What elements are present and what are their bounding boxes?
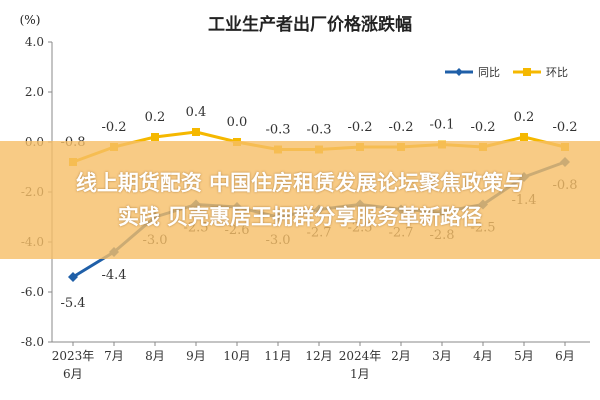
y-tick-label: -8.0 — [21, 335, 44, 349]
x-tick-label: 1月 — [350, 367, 370, 381]
x-tick-label: 11月 — [264, 349, 291, 363]
data-label: -4.4 — [101, 268, 126, 283]
legend-swatch-marker — [455, 68, 463, 76]
data-label: -0.3 — [306, 123, 331, 138]
legend-label: 同比 — [478, 66, 500, 79]
data-label: -0.3 — [265, 123, 290, 138]
data-label: 0.2 — [514, 110, 535, 125]
data-label: 0.2 — [145, 110, 166, 125]
overlay-text: 线上期货配资 中国住房租赁发展论坛聚焦政策与 实践 贝壳惠居王拥群分享服务革新路… — [10, 166, 590, 234]
data-label: -0.2 — [347, 120, 372, 135]
data-label: -0.2 — [101, 120, 126, 135]
overlay-banner: 线上期货配资 中国住房租赁发展论坛聚焦政策与 实践 贝壳惠居王拥群分享服务革新路… — [0, 141, 600, 259]
y-tick-label: 4.0 — [25, 35, 44, 49]
data-point — [192, 128, 200, 136]
x-tick-label: 2024年 — [339, 349, 382, 363]
x-tick-label: 6月 — [63, 367, 83, 381]
x-tick-label: 6月 — [555, 349, 575, 363]
y-tick-label: 2.0 — [25, 85, 44, 99]
data-label: -0.1 — [429, 118, 454, 133]
legend-label: 环比 — [546, 66, 568, 79]
x-ticks: 2023年 6月 7月 8月 9月 10月 11月 12月 2024年 1月 2月 3月 4月 5月 6月 — [52, 342, 575, 381]
x-tick-label: 2月 — [391, 349, 411, 363]
overlay-line-1: 线上期货配资 中国住房租赁发展论坛聚焦政策与 — [75, 171, 525, 195]
x-tick-label: 5月 — [514, 349, 534, 363]
chart-title: 工业生产者出厂价格涨跌幅 — [208, 14, 412, 35]
x-tick-label: 7月 — [104, 349, 124, 363]
x-tick-label: 8月 — [145, 349, 165, 363]
x-tick-label: 4月 — [473, 349, 493, 363]
data-label: -0.2 — [470, 120, 495, 135]
data-point — [68, 272, 78, 282]
x-tick-label: 10月 — [223, 349, 250, 363]
data-label: -5.4 — [60, 296, 85, 311]
data-point — [151, 133, 159, 141]
x-tick-label: 2023年 — [52, 349, 95, 363]
overlay-line-2: 实践 贝壳惠居王拥群分享服务革新路径 — [117, 205, 483, 229]
legend: 同比 环比 — [445, 66, 568, 79]
x-tick-label: 9月 — [186, 349, 206, 363]
data-label: 0.4 — [186, 105, 207, 120]
y-unit-label: (%) — [20, 13, 41, 27]
x-tick-label: 12月 — [305, 349, 332, 363]
data-label: -0.2 — [388, 120, 413, 135]
x-tick-label: 3月 — [432, 349, 452, 363]
data-label: 0.0 — [227, 115, 248, 130]
y-tick-label: -6.0 — [21, 285, 44, 299]
legend-swatch-marker — [523, 68, 531, 76]
data-point — [520, 133, 528, 141]
data-label: -0.2 — [552, 120, 577, 135]
